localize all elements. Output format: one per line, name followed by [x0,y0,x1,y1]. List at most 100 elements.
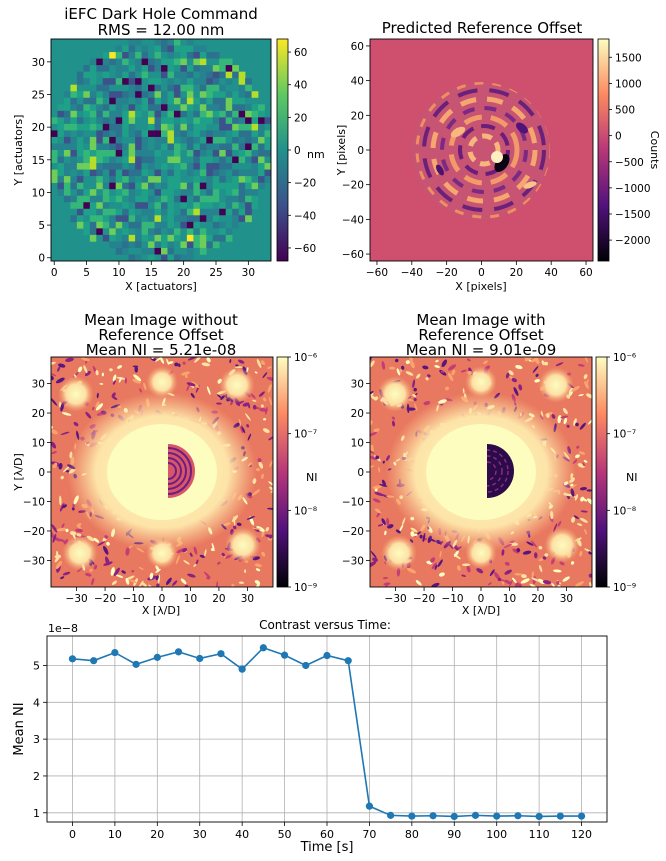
actuator-cell [251,150,259,157]
actuator-cell [122,84,129,92]
actuator-cell [264,169,271,177]
speckle [511,377,517,383]
actuator-cell [225,169,233,177]
actuator-cell [180,58,188,66]
actuator-cell [141,150,149,157]
x-tick-label: −10 [441,593,463,605]
actuator-cell [199,215,207,223]
speckle [513,386,519,396]
actuator-cell [109,215,117,223]
contrast-offset-label: 1e−8 [48,622,78,635]
actuator-cell [212,221,220,229]
actuator-cell [115,71,123,79]
speckle [556,580,560,585]
speckle [435,359,439,363]
actuator-cell [135,104,142,112]
actuator-cell [212,163,220,170]
colorbar-tick-label: −60 [294,243,316,255]
actuator-cell [212,234,220,242]
speckle [538,546,543,550]
actuator-cell [238,130,246,138]
actuator-cell [180,45,188,53]
actuator-cell [212,110,220,118]
actuator-cell [122,71,129,79]
actuator-cell [206,104,214,112]
speckle [396,368,401,376]
actuator-cell [258,150,265,157]
speckle [542,580,552,585]
actuator-cell [122,189,129,197]
colorbar-tick-label: −40 [294,210,316,222]
speckle [126,575,135,580]
actuator-cell [238,123,246,131]
x-tick-label: 5 [83,267,90,279]
speckle [172,580,178,586]
actuator-cell [219,91,227,99]
y-tick-label: 30 [351,379,364,391]
actuator-cell [245,150,252,157]
actuator-cell [219,71,227,79]
speckle [531,540,538,548]
actuator-cell [83,195,91,203]
speckle [244,569,247,573]
y-tick-label: −40 [342,214,364,226]
actuator-cell [173,123,181,131]
x-tick-label: 20 [177,267,190,279]
ref-colorbar-label: Counts [648,131,661,170]
x-tick-label: 10 [184,593,197,605]
speckle [143,382,147,391]
actuator-cell [193,123,201,131]
actuator-cell [173,117,181,125]
data-point [344,657,352,665]
actuator-cell [96,176,104,183]
actuator-cell [186,39,194,46]
actuator-cell [206,71,214,79]
im1-y-axis: 30 20 10 0 −10 −20 −30 [23,379,51,567]
actuator-cell [219,169,227,177]
actuator-cell [89,176,97,183]
actuator-cell [70,182,78,190]
actuator-cell [161,163,168,170]
x-tick-label: 25 [209,267,222,279]
actuator-cell [225,150,233,157]
actuator-cell [180,195,188,203]
actuator-cell [238,221,246,229]
speckle [256,467,261,472]
actuator-cell [245,195,252,203]
y-tick-label: 15 [32,155,45,167]
actuator-cell [70,117,78,125]
actuator-cell [193,189,201,197]
actuator-cell [96,221,104,229]
actuator-cell [219,104,227,112]
actuator-cell [154,52,162,59]
actuator-cell [51,169,58,177]
actuator-cell [173,150,181,157]
actuator-cell [232,163,239,170]
colorbar-tick-label: 1000 [615,78,642,90]
actuator-cell [245,123,252,131]
actuator-cell [180,110,188,118]
speckle [111,580,117,585]
speckle [237,359,245,364]
actuator-cell [180,104,188,112]
speckle [580,510,588,513]
actuator-cell [83,84,91,92]
actuator-cell [180,65,188,72]
actuator-cell [161,182,168,190]
actuator-cell [212,215,220,223]
actuator-cell [141,169,149,177]
actuator-cell [102,52,110,59]
actuator-cell [96,189,104,197]
dm-xlabel: X [actuators] [125,280,197,293]
actuator-cell [148,169,155,177]
actuator-cell [128,202,136,210]
actuator-cell [186,169,194,177]
actuator-cell [122,169,129,177]
actuator-cell [251,156,259,164]
actuator-cell [109,71,117,79]
actuator-cell [70,163,78,170]
speckle [69,531,77,536]
speckle [441,359,448,368]
x-tick-label: 70 [362,828,376,841]
actuator-cell [128,221,136,229]
